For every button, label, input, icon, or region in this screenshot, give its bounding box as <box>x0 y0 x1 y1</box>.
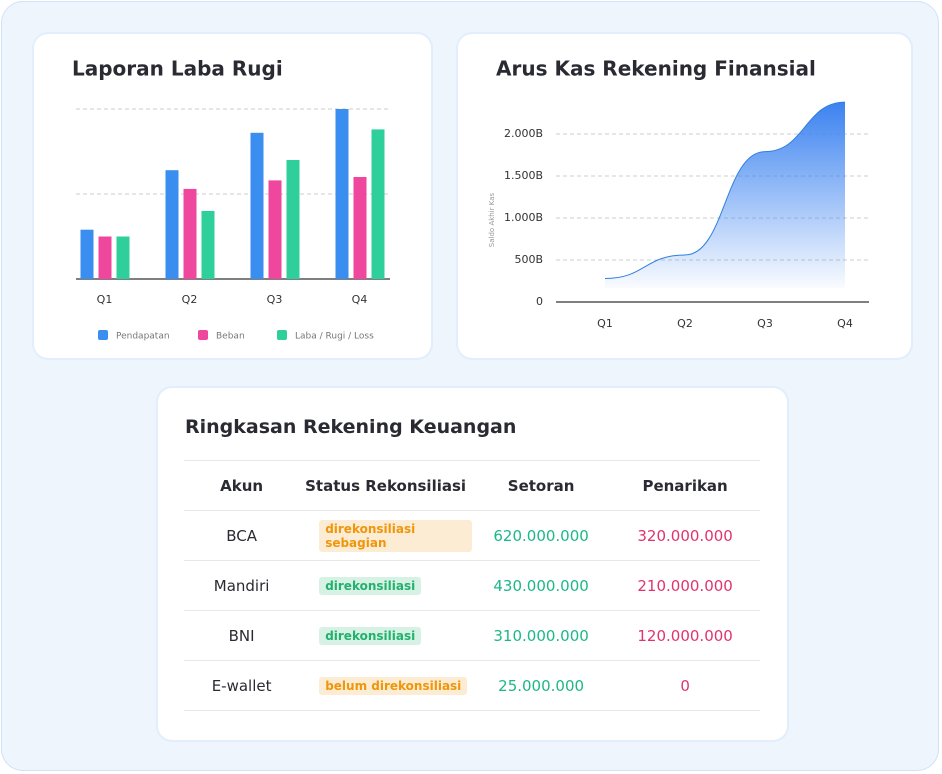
bar <box>371 129 385 279</box>
account: BNI <box>184 610 300 661</box>
area-card: Arus Kas Rekening Finansial 0 500B 1.000B 1… <box>458 34 911 358</box>
x-tick-label: Q2 <box>677 317 693 330</box>
deposit: 25.000.000 <box>471 660 611 711</box>
withdrawal: 0 <box>610 660 760 711</box>
table: Akun Status Rekonsiliasi Setoran Penarikan B… <box>184 460 760 711</box>
legend-swatch <box>198 330 208 340</box>
line <box>604 101 846 279</box>
row: BNI direkonsiliasi 310.000.000 120.000.000 <box>184 610 760 661</box>
deposit: 620.000.000 <box>471 510 611 561</box>
bar <box>335 109 349 279</box>
bar-card: Laporan Laba Rugi Q1 Q2 Q3 Q4 Pendapatan Beba… <box>34 34 431 358</box>
bar <box>268 180 282 279</box>
x-tick-label: Q4 <box>837 317 853 330</box>
y-tick-label: 0 <box>536 295 543 308</box>
bar <box>116 236 130 279</box>
y-tick-label: 1.000B <box>504 211 543 224</box>
row: BCA direkonsiliasi sebagian 620.000.000 320… <box>184 510 760 561</box>
status-cell: direkonsiliasi <box>299 560 472 611</box>
table-title: Ringkasan Rekening Keuangan <box>185 416 517 438</box>
withdrawal: 210.000.000 <box>610 560 760 611</box>
bar <box>201 211 215 279</box>
deposit: 310.000.000 <box>471 610 611 661</box>
x-tick-label: Q3 <box>757 317 773 330</box>
status-badge: direkonsiliasi <box>319 577 422 595</box>
y-tick-label: 500B <box>514 253 543 266</box>
column-header: Setoran <box>471 460 611 511</box>
table-card: Ringkasan Rekening Keuangan Akun Status R… <box>158 388 787 740</box>
legend-label: Laba / Rugi / Loss <box>295 332 374 342</box>
status-badge: direkonsiliasi <box>319 627 422 645</box>
bar <box>353 177 367 279</box>
y-axis-label: Saldo Akhir Kas <box>488 192 496 247</box>
area <box>605 102 845 288</box>
row: Mandiri direkonsiliasi 430.000.000 210.000.… <box>184 560 760 611</box>
column-header: Penarikan <box>610 460 760 511</box>
y-tick-label: 2.000B <box>504 127 543 140</box>
legend-label: Pendapatan <box>116 332 170 342</box>
area-chart: Arus Kas Rekening Finansial 0 500B 1.000B 1… <box>488 57 869 330</box>
column-header: Akun <box>184 460 300 511</box>
x-tick-label: Q1 <box>97 293 113 306</box>
account: BCA <box>184 510 300 561</box>
status-cell: direkonsiliasi <box>299 610 472 661</box>
legend-swatch <box>98 330 108 340</box>
x-tick-label: Q4 <box>352 293 368 306</box>
legend-label: Beban <box>216 332 245 342</box>
account: Mandiri <box>184 560 300 611</box>
status-badge: belum direkonsiliasi <box>319 677 468 695</box>
chart-title: Laporan Laba Rugi <box>72 57 283 81</box>
y-tick-label: 1.500B <box>504 169 543 182</box>
withdrawal: 320.000.000 <box>610 510 760 561</box>
bar <box>165 170 179 279</box>
bar <box>286 160 300 279</box>
legend-swatch <box>277 330 287 340</box>
deposit: 430.000.000 <box>471 560 611 611</box>
status-badge: direkonsiliasi sebagian <box>319 519 472 552</box>
bar <box>98 236 112 279</box>
account: E-wallet <box>184 660 300 711</box>
row: E-wallet belum direkonsiliasi 25.000.000 0 <box>184 660 760 711</box>
withdrawal: 120.000.000 <box>610 610 760 661</box>
column-header: Status Rekonsiliasi <box>299 460 472 511</box>
bar-chart: Laporan Laba Rugi Q1 Q2 Q3 Q4 Pendapatan Beba… <box>72 57 390 342</box>
status-cell: belum direkonsiliasi <box>299 660 472 711</box>
bar <box>250 132 264 279</box>
status-cell: direkonsiliasi sebagian <box>299 510 472 561</box>
x-tick-label: Q1 <box>597 317 613 330</box>
x-tick-label: Q2 <box>182 293 198 306</box>
bar <box>183 188 197 279</box>
bar <box>80 229 94 279</box>
chart-title: Arus Kas Rekening Finansial <box>496 57 816 81</box>
x-tick-label: Q3 <box>267 293 283 306</box>
